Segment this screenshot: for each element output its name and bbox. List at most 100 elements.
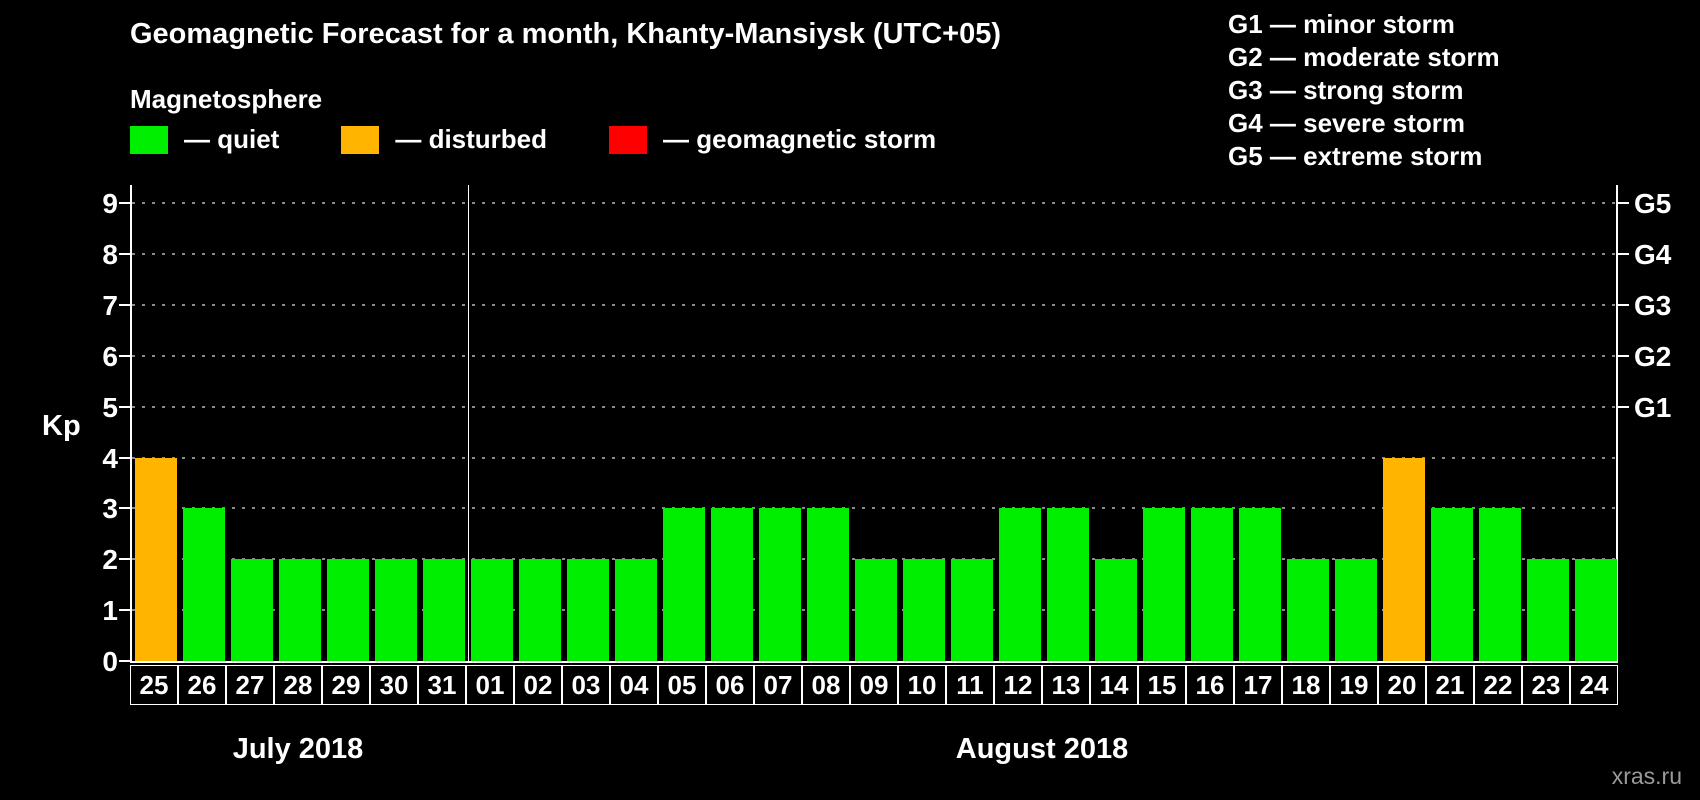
x-label-day-29: 29 xyxy=(322,665,370,705)
gridline-kp-7 xyxy=(132,304,1616,307)
g-label-G5: G5 xyxy=(1634,188,1672,220)
y-tick-mark xyxy=(119,660,130,662)
magnetosphere-label: Magnetosphere xyxy=(130,84,323,114)
storm-scale-g3: G3 — strong storm xyxy=(1228,75,1464,105)
y-tick-label-2: 2 xyxy=(102,544,118,576)
x-label-day-04: 04 xyxy=(610,665,658,705)
y-tick-label-0: 0 xyxy=(102,646,118,677)
g-label-G3: G3 xyxy=(1634,290,1672,322)
y-tick-label-7: 7 xyxy=(102,290,118,322)
x-label-day-05: 05 xyxy=(658,665,706,705)
watermark: xras.ru xyxy=(1611,763,1682,789)
x-label-day-06: 06 xyxy=(706,665,754,705)
storm-scale-g1: G1 — minor storm xyxy=(1228,9,1455,39)
x-label-day-27: 27 xyxy=(226,665,274,705)
quiet-color-swatch-icon xyxy=(130,125,168,154)
bar-day-04 xyxy=(615,559,657,661)
storm-scale-legend: G1 — minor storm G2 — moderate storm G3 … xyxy=(1228,8,1500,173)
x-label-day-03: 03 xyxy=(562,665,610,705)
legend-item-quiet: — quiet xyxy=(130,124,279,155)
bar-day-29 xyxy=(327,559,369,661)
g-tick-mark xyxy=(1618,405,1629,408)
y-tick-label-1: 1 xyxy=(102,595,118,627)
g-tick-mark xyxy=(1618,202,1629,205)
y-tick-mark xyxy=(119,202,130,205)
x-label-day-18: 18 xyxy=(1282,665,1330,705)
bar-day-03 xyxy=(567,559,609,661)
y-tick-mark xyxy=(119,456,130,459)
legend-item-disturbed: — disturbed xyxy=(341,124,547,155)
y-tick-mark xyxy=(119,253,130,256)
bar-day-07 xyxy=(759,508,801,661)
x-label-day-12: 12 xyxy=(994,665,1042,705)
bar-day-17 xyxy=(1239,508,1281,661)
gridline-kp-4 xyxy=(132,456,1616,459)
bar-day-25 xyxy=(135,457,177,661)
y-axis-title: Kp xyxy=(42,410,81,442)
x-label-day-11: 11 xyxy=(946,665,994,705)
x-label-day-21: 21 xyxy=(1426,665,1474,705)
bar-day-01 xyxy=(471,559,513,661)
bar-day-14 xyxy=(1095,559,1137,661)
y-tick-mark xyxy=(119,558,130,561)
bar-day-05 xyxy=(663,508,705,661)
y-tick-mark xyxy=(119,507,130,510)
bar-day-11 xyxy=(951,559,993,661)
bar-day-20 xyxy=(1383,457,1425,661)
y-tick-mark xyxy=(119,405,130,408)
legend: — quiet — disturbed — geomagnetic storm xyxy=(130,124,998,155)
chart-title: Geomagnetic Forecast for a month, Khanty… xyxy=(130,18,1001,50)
storm-color-swatch-icon xyxy=(609,125,648,154)
x-label-day-17: 17 xyxy=(1234,665,1282,705)
bar-day-28 xyxy=(279,559,321,661)
storm-scale-g4: G4 — severe storm xyxy=(1228,108,1466,138)
bar-day-09 xyxy=(855,559,897,661)
legend-item-storm: — geomagnetic storm xyxy=(609,124,936,155)
gridline-kp-3 xyxy=(132,507,1616,510)
x-label-day-24: 24 xyxy=(1570,665,1618,705)
bar-day-19 xyxy=(1335,559,1377,661)
bar-day-12 xyxy=(999,508,1041,661)
x-label-day-10: 10 xyxy=(898,665,946,705)
x-label-day-09: 09 xyxy=(850,665,898,705)
x-label-day-15: 15 xyxy=(1138,665,1186,705)
legend-label-disturbed: — disturbed xyxy=(395,124,548,154)
y-tick-label-5: 5 xyxy=(102,391,118,423)
x-label-day-22: 22 xyxy=(1474,665,1522,705)
x-label-day-16: 16 xyxy=(1186,665,1234,705)
month-label: August 2018 xyxy=(955,733,1129,765)
bar-day-10 xyxy=(903,559,945,661)
y-tick-label-3: 3 xyxy=(102,493,118,525)
disturbed-color-swatch-icon xyxy=(341,125,380,154)
bar-day-27 xyxy=(231,559,273,661)
x-label-day-02: 02 xyxy=(514,665,562,705)
storm-scale-g5: G5 — extreme storm xyxy=(1228,141,1483,171)
plot-area xyxy=(119,185,1629,663)
month-label: July 2018 xyxy=(232,733,364,765)
x-label-day-23: 23 xyxy=(1522,665,1570,705)
y-tick-label-8: 8 xyxy=(102,239,118,271)
bar-day-23 xyxy=(1527,559,1569,661)
x-label-day-26: 26 xyxy=(178,665,226,705)
y-tick-label-9: 9 xyxy=(102,188,118,220)
x-label-day-31: 31 xyxy=(418,665,466,705)
gridline-kp-6 xyxy=(132,354,1616,357)
y-tick-mark xyxy=(119,609,130,612)
g-label-G2: G2 xyxy=(1634,340,1672,372)
gridline-kp-5 xyxy=(132,405,1616,408)
g-label-G1: G1 xyxy=(1634,391,1672,423)
x-label-day-07: 07 xyxy=(754,665,802,705)
x-label-day-01: 01 xyxy=(466,665,514,705)
gridline-kp-9 xyxy=(132,202,1616,205)
y-tick-mark xyxy=(119,354,130,357)
y-tick-mark xyxy=(119,304,130,307)
x-label-day-13: 13 xyxy=(1042,665,1090,705)
g-tick-mark xyxy=(1618,304,1629,307)
month-labels: July 2018 August 2018 xyxy=(130,733,1618,766)
legend-label-storm: — geomagnetic storm xyxy=(663,124,937,154)
bar-day-21 xyxy=(1431,508,1473,661)
x-label-day-19: 19 xyxy=(1330,665,1378,705)
bar-day-08 xyxy=(807,508,849,661)
x-label-day-08: 08 xyxy=(802,665,850,705)
x-axis-labels: 25 26 27 28 29 30 31 01 02 03 04 05 06 07 08 09 10 11 12 13… xyxy=(130,665,1618,705)
